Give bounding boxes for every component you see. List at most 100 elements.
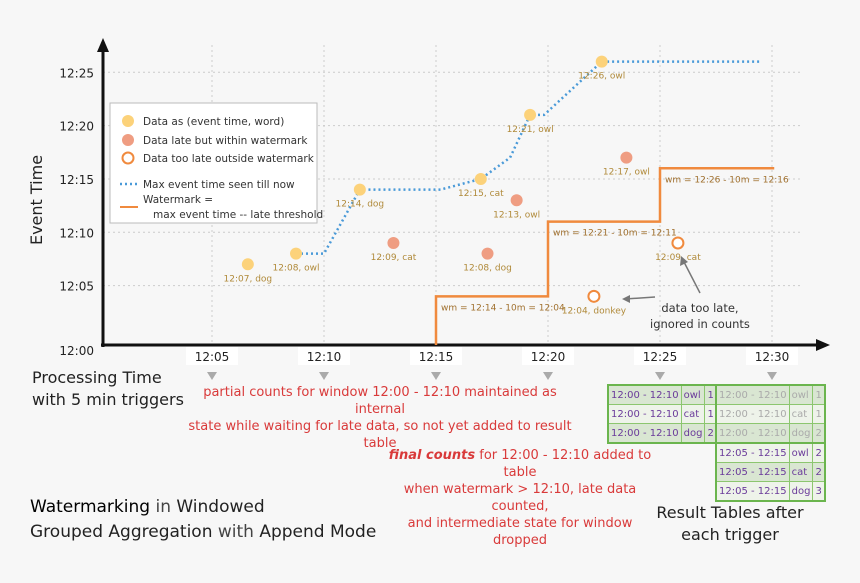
y-tick-label: 12:00 (59, 344, 94, 358)
data-point-label: 12:09, cat (371, 253, 417, 263)
table-cell: 2 (812, 423, 826, 444)
legend: Data as (event time, word) Data late but… (109, 102, 323, 224)
table-cell: 12:05 - 12:15 (715, 481, 790, 502)
result-tables-caption: Result Tables after each trigger (656, 503, 804, 544)
table-row: 12:00 - 12:10 cat 1 (715, 404, 826, 424)
x-tick-label: 12:20 (531, 350, 566, 364)
table-row: 12:05 - 12:15 cat 2 (715, 462, 826, 482)
final-counts-note: final counts for 12:00 - 12:10 added to … (380, 447, 660, 549)
table-row: 12:00 - 12:10 owl 1 (607, 384, 718, 405)
table-cell: dog (788, 481, 814, 502)
x-axis-arrow (816, 339, 830, 351)
table-row: 12:05 - 12:15 owl 2 (715, 442, 826, 463)
data-point-label: 12:21, owl (507, 125, 554, 135)
data-point (353, 183, 366, 196)
table-row: 12:00 - 12:10 owl 1 (715, 384, 826, 405)
data-point-label: 12:08, owl (272, 264, 319, 274)
too-late-data-point (587, 289, 601, 303)
trigger-arrow-icon (431, 372, 441, 380)
title-part: in (150, 497, 177, 517)
late-data-point (620, 151, 633, 164)
table-cell: owl (788, 384, 814, 405)
late-data-point (387, 236, 400, 249)
table-cell: cat (788, 462, 814, 482)
watermark-label: wm = 12:14 - 10m = 12:04 (441, 303, 565, 313)
x-tick-box (634, 347, 686, 365)
legend-on-time: Data as (event time, word) (143, 116, 284, 128)
diagram-title: Watermarking in Windowed Grouped Aggrega… (30, 495, 376, 545)
y-axis-label: Event Time (27, 155, 46, 245)
x-tick-label: 12:25 (643, 350, 678, 364)
table-cell: dog (680, 423, 706, 444)
too-late-dot-icon (121, 151, 135, 165)
table-cell: 2 (812, 442, 826, 463)
data-point-label: 12:07, dog (224, 274, 273, 284)
title-part: Watermarking (30, 497, 151, 517)
table-cell: 12:00 - 12:10 (715, 384, 790, 405)
table-cell: owl (788, 442, 814, 463)
trigger-arrow-icon (319, 372, 329, 380)
title-part: with (212, 522, 260, 542)
data-point (595, 55, 608, 68)
x-tick-box (298, 347, 350, 365)
data-point-label: 12:26, owl (578, 72, 625, 82)
result-table-1225: 12:00 - 12:10 owl 1 12:00 - 12:10 cat 1 12:00 … (607, 384, 718, 444)
y-tick-label: 12:10 (59, 226, 94, 240)
title-part: Append Mode (259, 522, 377, 542)
legend-too-late: Data too late outside watermark (143, 153, 315, 165)
x-tick-box (746, 347, 798, 365)
table-cell: 3 (812, 481, 826, 502)
final-counts-text: for 12:00 - 12:10 added to table when wa… (403, 448, 652, 548)
table-row: 12:00 - 12:10 dog 2 (715, 423, 826, 444)
table-cell: 1 (812, 384, 826, 405)
on-time-dot-icon (122, 115, 134, 127)
result-table-1230: 12:00 - 12:10 owl 1 12:00 - 12:10 cat 1 12:00 … (715, 384, 826, 502)
data-point-label: 12:09, cat (655, 253, 701, 263)
trigger-arrow-icon (655, 372, 665, 380)
legend-watermark-2: max event time -- late threshold (153, 209, 323, 221)
x-axis-label: Processing Time with 5 min triggers (32, 368, 184, 409)
table-cell: 12:00 - 12:10 (607, 423, 682, 444)
legend-max-line: Max event time seen till now (143, 179, 295, 191)
x-tick-label: 12:15 (419, 350, 454, 364)
annotation-arrow (683, 261, 701, 294)
data-point-label: 12:04, donkey (562, 306, 627, 316)
y-tick-label: 12:05 (59, 280, 94, 294)
y-tick-label: 12:20 (59, 120, 94, 134)
data-point-label: 12:08, dog (463, 264, 512, 274)
table-cell: 1 (704, 404, 718, 424)
watermark-label: wm = 12:21 - 10m = 12:11 (553, 229, 677, 239)
x-tick-label: 12:05 (195, 350, 230, 364)
legend-late: Data late but within watermark (143, 135, 308, 147)
table-cell: 12:00 - 12:10 (715, 423, 790, 444)
table-cell: 2 (704, 423, 718, 444)
trigger-arrow-icon (767, 372, 777, 380)
y-axis-arrow (97, 38, 109, 52)
too-late-annotation: data too late, ignored in counts (650, 301, 750, 331)
watermark-label: wm = 12:26 - 10m = 12:16 (665, 175, 789, 185)
table-cell: 12:00 - 12:10 (715, 404, 790, 424)
data-point (290, 247, 302, 260)
table-cell: 12:00 - 12:10 (607, 404, 682, 424)
table-cell: 12:00 - 12:10 (607, 384, 682, 405)
table-row: 12:00 - 12:10 cat 1 (607, 404, 718, 424)
table-cell: 12:05 - 12:15 (715, 462, 790, 482)
x-tick-label: 12:30 (755, 350, 790, 364)
title-part: Grouped Aggregation (30, 522, 213, 542)
legend-watermark-1: Watermark = (143, 194, 213, 206)
data-point-label: 12:14, dog (336, 200, 385, 210)
x-tick-box (410, 347, 462, 365)
x-tick-box (522, 347, 574, 365)
x-tick-box (186, 347, 238, 365)
late-data-point (510, 194, 523, 207)
table-cell: 12:05 - 12:15 (715, 442, 790, 463)
table-cell: cat (680, 404, 706, 424)
table-row: 12:05 - 12:15 dog 3 (715, 481, 826, 502)
x-tick-label: 12:10 (307, 350, 342, 364)
data-point (524, 108, 537, 121)
max-event-time-line (296, 60, 760, 255)
late-dot-icon (122, 134, 134, 146)
trigger-arrow-icon (207, 372, 217, 380)
